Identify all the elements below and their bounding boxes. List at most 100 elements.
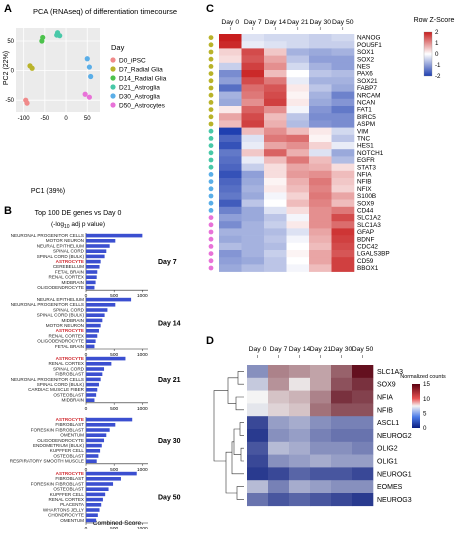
counts-row-label: OLIG2	[377, 446, 398, 453]
heatmap-row-label: FAT1	[357, 107, 372, 114]
heatmap-cell	[286, 98, 310, 107]
gene-group-dot	[208, 229, 214, 235]
heatmap-cell	[309, 98, 332, 107]
counts-row-label: ASCL1	[377, 420, 399, 427]
heatmap-cell	[264, 98, 287, 107]
bar-chondrocyte	[86, 513, 98, 517]
counts-cell	[289, 480, 311, 494]
heatmap-row-label: ASPM	[357, 121, 375, 128]
counts-cell	[268, 493, 290, 507]
heatmap-cell	[219, 62, 242, 71]
bar-renal-cortex	[86, 362, 112, 366]
bars-title: Top 100 DE genes vs Day 0	[35, 210, 122, 217]
heatmap-cell	[219, 77, 242, 85]
counts-cell	[352, 454, 374, 468]
bar-category-label: OMENTUM	[60, 433, 84, 438]
bar-spinal-cord	[86, 249, 107, 253]
heatmap-cell	[264, 91, 287, 100]
panel-b-letter: B	[4, 205, 12, 217]
zscore-legend-title: Row Z-Score	[414, 17, 455, 24]
heatmap-cell	[309, 264, 332, 272]
counts-cell	[247, 377, 269, 391]
heatmap-cell	[286, 55, 310, 64]
heatmap-cell	[219, 242, 242, 251]
heatmap-row-label: SLC1A3	[357, 222, 381, 229]
heatmap-cell	[219, 84, 242, 92]
gene-group-dot	[208, 64, 214, 69]
pca-legend-label: D7_Radial Glia	[119, 66, 163, 73]
counts-cell	[352, 429, 374, 443]
heatmap-cell	[264, 264, 287, 272]
heatmap-cell	[286, 91, 310, 100]
heatmap-cell	[241, 34, 265, 42]
heatmap-cell	[219, 264, 242, 272]
bar-neuronal-progenitor-cells	[86, 233, 143, 238]
heatmap-cell	[264, 170, 287, 179]
heatmap-cell	[264, 113, 287, 121]
bar-category-label: SPINAL CORD (BULK)	[37, 254, 85, 259]
counts-cell	[268, 390, 290, 404]
heatmap-cell	[286, 235, 310, 244]
bar-cerebellum	[86, 265, 100, 269]
heatmap-cell	[286, 134, 310, 143]
heatmap-cell	[219, 142, 242, 150]
gene-group-dot	[208, 150, 214, 156]
heatmap-cell	[309, 214, 332, 222]
pca-xlabel: PC1 (39%)	[31, 188, 65, 195]
heatmap-cell	[331, 91, 355, 100]
heatmap-cell	[309, 170, 332, 179]
counts-cell	[268, 377, 290, 391]
heatmap-cell	[309, 62, 332, 71]
heatmap-row-label: NANOG	[357, 35, 380, 42]
counts-cell	[247, 390, 269, 404]
bar-fibroblast	[86, 423, 116, 427]
heatmap-cell	[331, 34, 355, 42]
heatmap-cell	[286, 242, 310, 251]
bar-category-label: WHARTONS JELLY	[43, 507, 84, 512]
heatmap-cell	[309, 199, 332, 208]
heatmap-cell	[331, 192, 355, 200]
heatmap-col-label: Day 50	[332, 19, 354, 26]
heatmap-cell	[219, 48, 242, 56]
counts-cell	[352, 377, 374, 391]
bar-midbrain	[86, 398, 95, 402]
pca-legend-label: D30_Astroglia	[119, 93, 160, 100]
heatmap-cell	[264, 127, 287, 136]
heatmap-cell	[264, 48, 287, 56]
heatmap-cell	[264, 34, 287, 42]
heatmap-cell	[309, 149, 332, 157]
bars-xtick-label: 500	[110, 467, 118, 473]
heatmap-cell	[286, 156, 310, 164]
bar-category-label: OMENTUM	[60, 518, 84, 523]
heatmap-cell	[309, 156, 332, 164]
counts-col-label: Day 21	[310, 346, 332, 353]
pca-title: PCA (RNAseq) of differentiation timecour…	[33, 7, 177, 16]
counts-cell	[331, 403, 353, 417]
heatmap-cell	[241, 250, 265, 258]
bar-category-label: OLIGODENDROCYTE	[37, 339, 84, 344]
heatmap-cell	[309, 55, 332, 64]
counts-cell	[352, 493, 374, 507]
heatmap-cell	[286, 185, 310, 193]
heatmap-cell	[219, 214, 242, 222]
counts-row-label: EOMES	[377, 484, 403, 491]
heatmap-cell	[241, 98, 265, 107]
heatmap-cell	[264, 206, 287, 215]
gene-group-dot	[208, 143, 214, 149]
counts-col-label: Day 7	[270, 346, 288, 353]
heatmap-cell	[241, 185, 265, 193]
counts-legend-title: Normalized counts	[400, 374, 446, 380]
counts-col-tick	[299, 355, 300, 358]
heatmap-cell	[309, 91, 332, 100]
bar-category-label: CARDIAC MUSCLE FIBER	[28, 387, 85, 392]
bar-category-label: ASTROCYTE	[56, 471, 84, 476]
counts-cell	[352, 416, 374, 430]
heatmap-cell	[309, 34, 332, 42]
heatmap-cell	[309, 127, 332, 136]
heatmap-cell	[309, 70, 332, 78]
counts-dendrogram-branch	[213, 390, 228, 462]
heatmap-cell	[331, 163, 355, 172]
counts-cell	[247, 403, 269, 417]
heatmap-cell	[264, 55, 287, 64]
